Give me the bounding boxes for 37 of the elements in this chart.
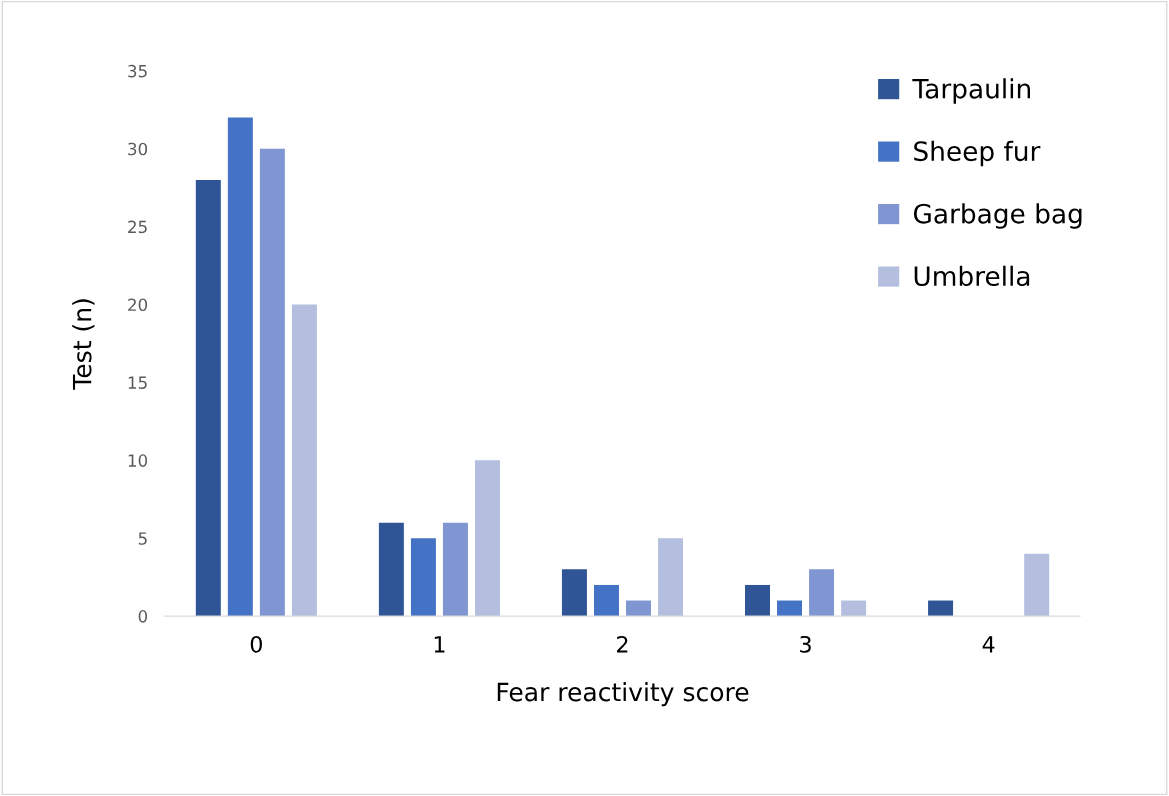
bar <box>626 600 651 617</box>
bar <box>928 600 954 617</box>
bar <box>777 600 803 617</box>
bar <box>561 569 587 617</box>
y-axis-title: Test (n) <box>72 299 95 390</box>
y-tick-label: 15 <box>128 376 147 389</box>
bar <box>1024 553 1050 617</box>
bar <box>593 584 619 617</box>
y-tick-label: 0 <box>138 610 148 623</box>
y-tick-label: 5 <box>138 532 147 545</box>
y-tick-label: 30 <box>128 142 148 156</box>
bar <box>410 538 436 617</box>
bar <box>227 117 253 617</box>
y-tick-label: 35 <box>128 64 147 78</box>
bar <box>378 522 404 617</box>
legend-label: Garbage bag <box>913 203 1082 229</box>
legend-label: Umbrella <box>914 265 1030 287</box>
legend-label: Tarpaulin <box>912 78 1030 104</box>
bar <box>658 538 684 617</box>
y-tick-label: 25 <box>128 220 147 234</box>
x-tick-label: 2 <box>617 635 628 653</box>
bar <box>841 600 867 617</box>
bar <box>195 179 221 617</box>
legend-label: Sheep fur <box>914 140 1041 167</box>
x-tick-label: 4 <box>982 636 995 653</box>
bar <box>745 584 770 617</box>
x-axis-title: Fear reactivity score <box>497 682 749 707</box>
bar <box>442 522 468 617</box>
x-tick-label: 0 <box>250 635 262 653</box>
bar <box>809 569 835 617</box>
x-tick-label: 1 <box>434 636 445 653</box>
bar <box>474 460 500 617</box>
y-tick-label: 10 <box>128 454 148 467</box>
bar <box>291 304 317 617</box>
bar <box>259 148 285 617</box>
x-tick-label: 3 <box>800 635 811 653</box>
y-tick-label: 20 <box>128 298 148 312</box>
